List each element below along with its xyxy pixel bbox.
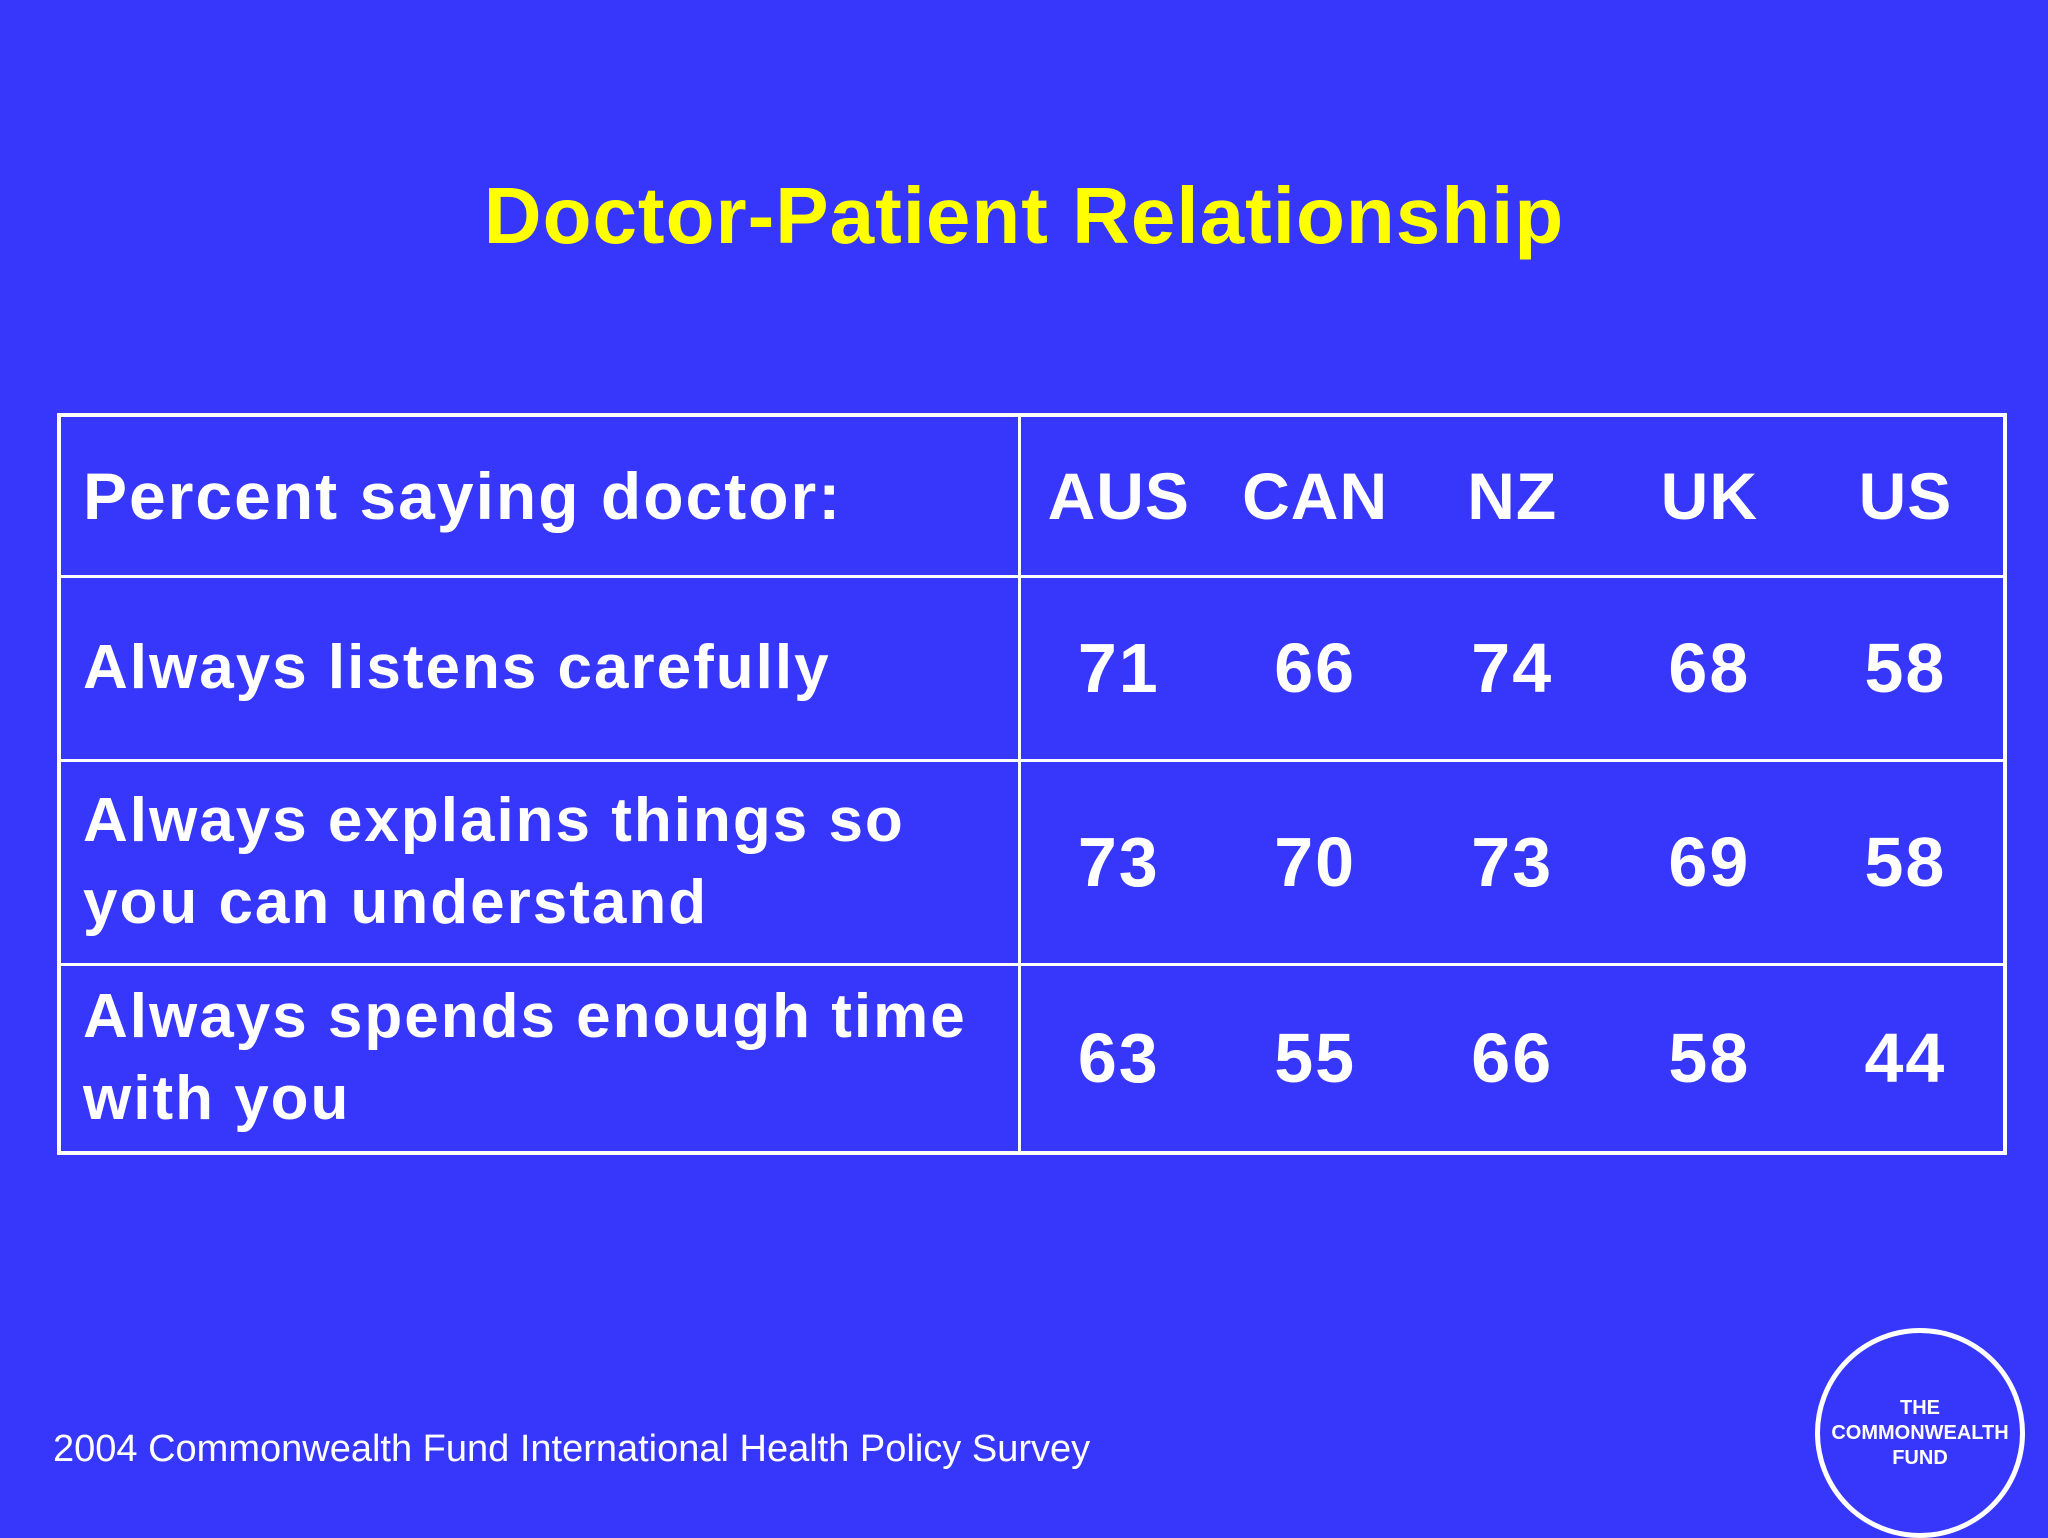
logo-text: THE COMMONWEALTH FUND	[1831, 1396, 2009, 1469]
cell-value: 74	[1413, 574, 1611, 762]
table-header-row: Percent saying doctor: AUS CAN NZ UK US	[59, 413, 2005, 578]
table-row: Always explains things so you can unders…	[59, 758, 2005, 966]
cell-value: 71	[1019, 574, 1217, 762]
cell-value: 68	[1610, 574, 1808, 762]
cell-value: 58	[1807, 758, 2005, 966]
cell-value: 44	[1807, 962, 2005, 1155]
cell-value: 58	[1807, 574, 2005, 762]
cell-value: 73	[1413, 758, 1611, 966]
slide-title: Doctor-Patient Relationship	[483, 171, 1565, 260]
data-table: Percent saying doctor: AUS CAN NZ UK US …	[57, 413, 2007, 1155]
header-label: Percent saying doctor:	[59, 413, 1021, 578]
cell-value: 58	[1610, 962, 1808, 1155]
column-header-nz: NZ	[1413, 413, 1611, 578]
column-header-us: US	[1807, 413, 2005, 578]
row-label: Always spends enough time with you	[59, 962, 1021, 1155]
column-header-aus: AUS	[1019, 413, 1217, 578]
cell-value: 66	[1413, 962, 1611, 1155]
source-caption: 2004 Commonwealth Fund International Hea…	[53, 1428, 1091, 1470]
cell-value: 69	[1610, 758, 1808, 966]
column-header-uk: UK	[1610, 413, 1808, 578]
table-row: Always spends enough time with you 63 55…	[59, 962, 2005, 1155]
column-header-can: CAN	[1216, 413, 1414, 578]
cell-value: 66	[1216, 574, 1414, 762]
table-row: Always listens carefully 71 66 74 68 58	[59, 574, 2005, 762]
commonwealth-fund-logo: THE COMMONWEALTH FUND	[1815, 1328, 2025, 1538]
row-label: Always listens carefully	[59, 574, 1021, 762]
cell-value: 55	[1216, 962, 1414, 1155]
cell-value: 70	[1216, 758, 1414, 966]
cell-value: 73	[1019, 758, 1217, 966]
cell-value: 63	[1019, 962, 1217, 1155]
row-label: Always explains things so you can unders…	[59, 758, 1021, 966]
